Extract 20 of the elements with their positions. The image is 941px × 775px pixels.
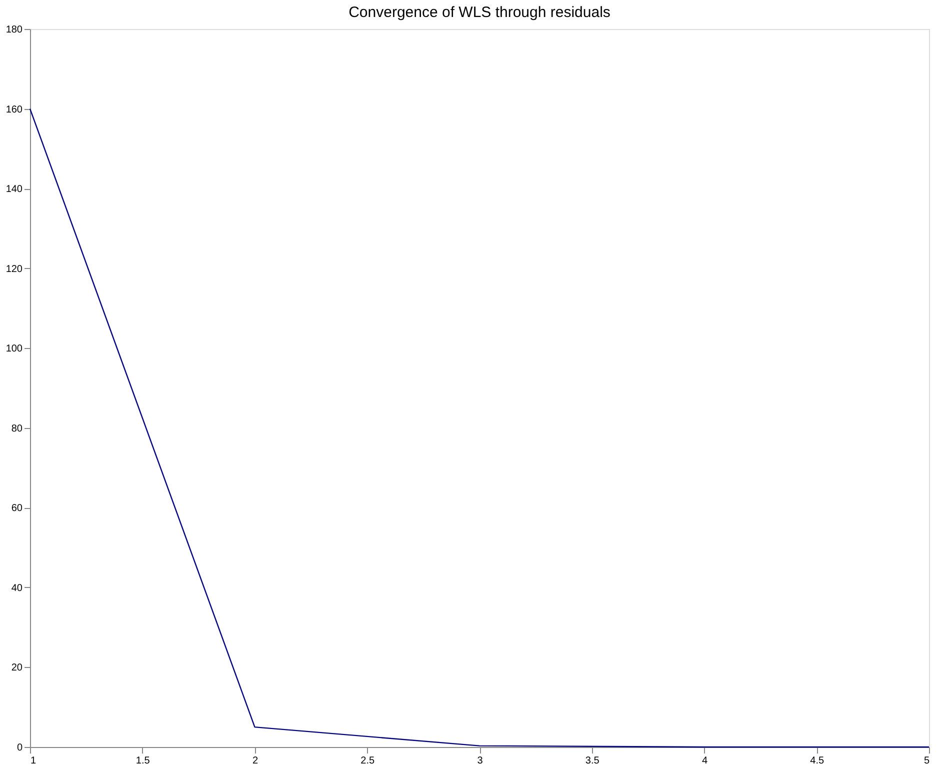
y-tick-label: 20	[11, 662, 23, 674]
x-tick-label: 1	[30, 756, 36, 766]
y-tick-label: 60	[11, 503, 23, 514]
y-tick-label: 80	[11, 423, 23, 434]
y-tick-label: 0	[16, 742, 23, 754]
x-tick-label: 1.5	[136, 756, 150, 766]
y-tick-label: 140	[6, 184, 23, 196]
y-tick-label: 160	[6, 104, 23, 116]
y-tick-label: 40	[11, 582, 23, 594]
x-tick-label: 4	[702, 756, 708, 766]
x-tick-label: 4.5	[810, 756, 825, 766]
y-tick-label: 100	[6, 344, 23, 355]
x-tick-label: 3	[477, 756, 484, 766]
x-tick-label: 2.5	[360, 756, 376, 766]
chart-title: Convergence of WLS through residuals	[348, 4, 610, 21]
y-tick-label: 120	[6, 264, 23, 275]
y-tick-label: 180	[6, 24, 23, 36]
x-tick-label: 5	[924, 756, 930, 766]
x-tick-label: 3.5	[585, 756, 600, 766]
x-tick-label: 2	[252, 756, 258, 766]
